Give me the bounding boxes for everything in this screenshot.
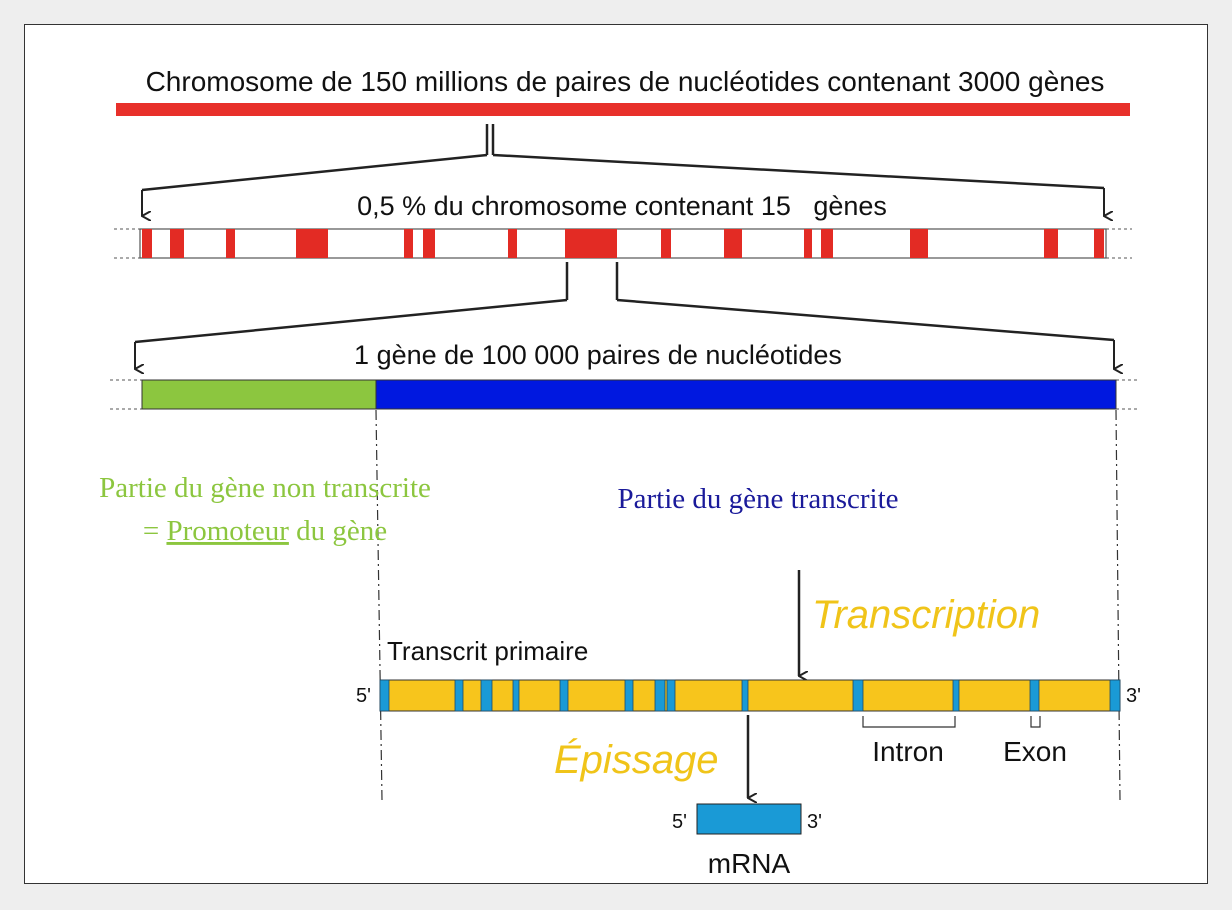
exon-segment <box>666 679 676 712</box>
promoter-line-1: Partie du gène non transcrite <box>99 472 431 504</box>
promoter-region <box>141 379 377 410</box>
segment-label: 0,5 % du chromosome contenant 15 gènes <box>357 191 887 221</box>
exon-segment <box>1029 679 1040 712</box>
gene-marks <box>142 229 1104 258</box>
exon-segment <box>480 679 493 712</box>
transcribed-region <box>375 379 1117 410</box>
gene-mark <box>404 229 413 258</box>
gene-mark <box>142 229 152 258</box>
exon-label: Exon <box>1003 736 1067 767</box>
zoom-lines-gene <box>134 262 1115 344</box>
exon-segment <box>624 679 634 712</box>
primary-transcript-label: Transcrit primaire <box>387 636 588 666</box>
exon-segment <box>512 679 520 712</box>
mrna-3prime: 3' <box>807 811 822 833</box>
gene-bar <box>110 379 1140 410</box>
mrna-bar <box>696 803 802 835</box>
zoom-lines-chromosome <box>141 124 1105 192</box>
boundary-lines <box>375 409 1121 801</box>
gene-mark <box>423 229 435 258</box>
transcript-5prime: 5' <box>356 685 371 707</box>
gene-mark <box>821 229 833 258</box>
exon-segment <box>654 679 666 712</box>
exon-segment <box>1109 679 1121 712</box>
intron-label: Intron <box>872 736 944 767</box>
exon-bracket <box>1030 716 1041 728</box>
promoter-line-2: = Promoteur du gène <box>143 515 387 547</box>
primary-transcript <box>379 679 1121 712</box>
gene-mark <box>508 229 517 258</box>
chromosome-segment <box>114 228 1132 259</box>
gene-mark <box>1044 229 1058 258</box>
chromosome-bar <box>116 103 1130 116</box>
intron-bracket <box>862 716 956 728</box>
gene-mark <box>296 229 328 258</box>
gene-mark <box>1094 229 1104 258</box>
mrna-label: mRNA <box>708 848 791 879</box>
exon-segment <box>454 679 464 712</box>
splicing-label: Épissage <box>554 737 719 782</box>
promoter-word: Promoteur <box>166 515 289 547</box>
diagram-frame <box>24 24 1208 884</box>
gene-mark <box>170 229 184 258</box>
exon-segment <box>379 679 390 712</box>
gene-mark <box>910 229 928 258</box>
exon-segment <box>741 679 749 712</box>
gene-mark <box>565 229 617 258</box>
gene-mark <box>226 229 235 258</box>
exon-segment <box>852 679 864 712</box>
transcribed-label: Partie du gène transcrite <box>617 483 898 515</box>
gene-mark <box>661 229 671 258</box>
exon-segment <box>952 679 960 712</box>
chromosome-title: Chromosome de 150 millions de paires de … <box>146 66 1105 97</box>
gene-label: 1 gène de 100 000 paires de nucléotides <box>354 340 842 370</box>
mrna-5prime: 5' <box>672 811 687 833</box>
gene-mark <box>724 229 742 258</box>
transcript-3prime: 3' <box>1126 685 1141 707</box>
exon-segment <box>559 679 569 712</box>
transcription-label: Transcription <box>812 593 1040 637</box>
gene-mark <box>804 229 812 258</box>
